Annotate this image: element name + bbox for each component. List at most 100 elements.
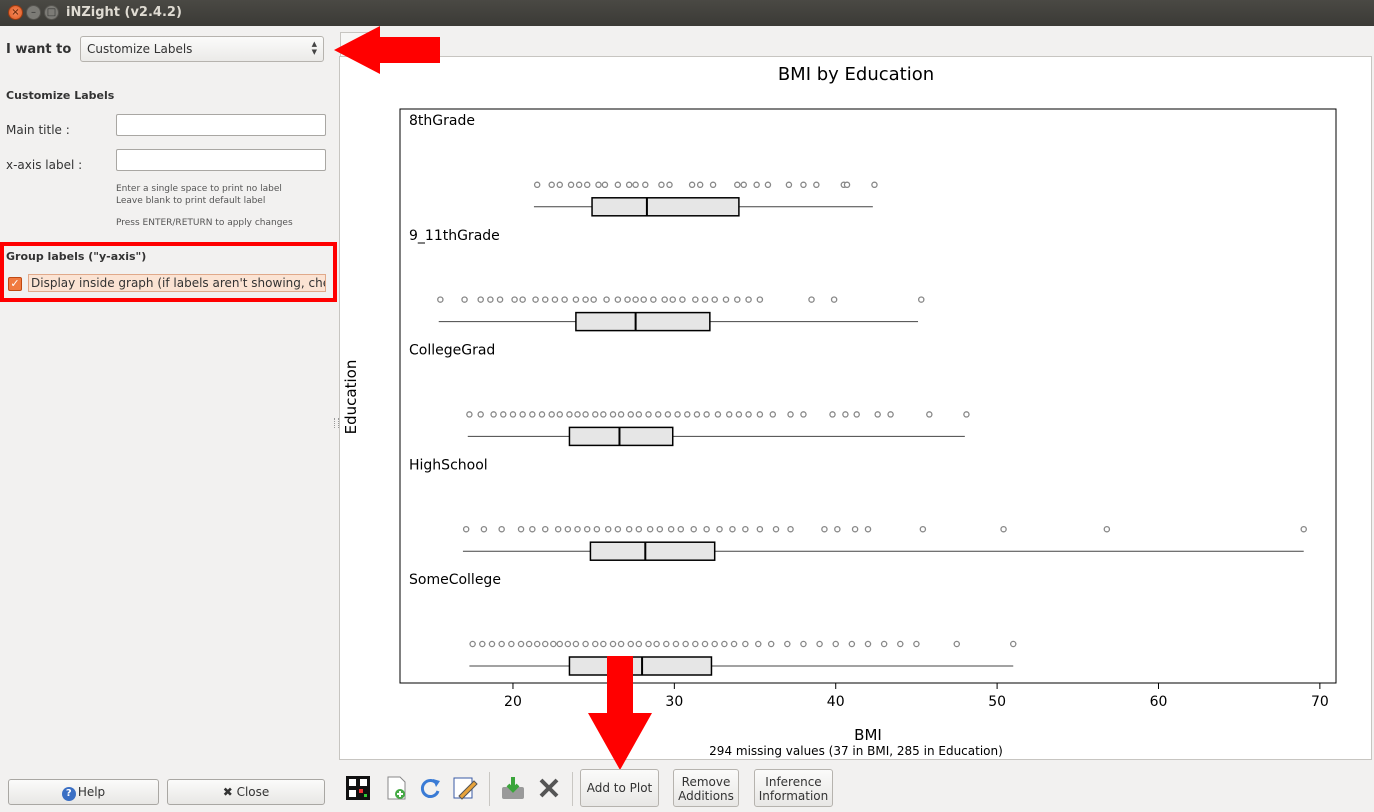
data-point [556,181,564,189]
data-point [1300,525,1307,533]
toolbar-separator [572,772,573,806]
close-icon: ✖ [222,785,233,799]
box [575,311,711,332]
data-point [646,525,654,533]
xaxis-label-input[interactable] [116,149,326,171]
group-label: 8thGrade [409,113,475,129]
data-point [533,640,541,648]
remove-additions-button[interactable]: Remove Additions [673,769,739,807]
inference-information-button[interactable]: Inference Information [754,769,833,807]
add-to-plot-button[interactable]: Add to Plot [580,769,659,807]
x-tick-label: 70 [1311,694,1329,710]
data-point [582,296,589,303]
data-point [897,640,904,648]
data-point [919,525,927,533]
data-point [709,181,717,189]
data-point [654,411,662,418]
group-label: SomeCollege [409,572,501,588]
data-point [829,411,836,418]
data-point [756,411,764,418]
data-point [642,181,649,189]
delete-icon[interactable] [536,775,562,801]
close-button-label: Close [236,785,270,799]
data-point [679,296,686,303]
data-point [566,411,573,418]
data-point [703,525,710,533]
data-point [632,296,639,303]
data-point [556,411,564,418]
data-point [690,525,697,533]
data-point [519,296,526,303]
refresh-icon[interactable] [417,775,443,801]
data-point [851,525,859,533]
group-9_11thGrade: 9_11thGrade [409,228,925,332]
data-point [711,640,718,648]
data-point [480,525,488,533]
data-point [582,640,589,648]
mode-select[interactable]: Customize Labels ▲ ▼ [80,36,324,62]
data-point [842,411,849,418]
main-title-input[interactable] [116,114,326,136]
inference-info-line1: Inference [765,775,822,789]
window-title: iNZight (v2.4.2) [66,5,182,20]
data-point [572,296,580,303]
data-point [561,296,568,303]
save-icon[interactable] [500,775,526,801]
data-point [583,181,591,189]
data-point [469,640,476,648]
data-point [745,296,752,303]
new-plot-icon[interactable] [383,775,409,801]
x-tick-label: 30 [665,694,683,710]
data-point [913,640,920,648]
data-point [595,181,602,189]
box [568,656,713,676]
data-point [538,411,546,418]
data-point [645,411,652,418]
group-label: HighSchool [409,457,488,473]
data-point [1000,525,1007,533]
data-point [721,640,728,648]
data-point [625,181,633,189]
data-point [874,411,881,418]
data-point [880,640,888,648]
data-point [614,525,622,533]
data-point [490,411,497,418]
data-point [661,296,668,303]
data-point [764,181,772,189]
window-minimize-icon[interactable]: – [26,5,41,20]
qr-icon[interactable] [345,775,371,801]
data-point [672,640,680,648]
data-point [508,640,515,648]
data-point [519,411,526,418]
data-point [918,296,925,303]
data-point [614,181,622,189]
data-point [617,411,625,418]
help-button[interactable]: ? Help [8,779,159,805]
window-maximize-icon[interactable]: □ [44,5,59,20]
data-point [772,525,780,533]
data-point [677,525,685,533]
select-arrows-icon: ▲ ▼ [311,40,317,56]
help-button-label: Help [77,785,106,799]
data-point [864,525,872,533]
group-label: 9_11thGrade [409,228,500,244]
display-inside-checkbox[interactable]: ✓ [8,277,22,291]
data-point [656,525,664,533]
window-close-icon[interactable]: × [8,5,23,20]
data-point [477,296,484,303]
data-point [735,411,743,418]
splitter-handle[interactable] [334,418,339,428]
data-point [477,411,484,418]
edit-icon[interactable] [452,775,478,801]
plot-tab[interactable] [340,32,368,56]
close-button[interactable]: ✖ Close [167,779,325,805]
data-point [716,525,723,533]
i-want-label: I want to [6,42,72,57]
data-point [787,411,794,418]
data-point [604,525,612,533]
box-dot-chart: BMI by Education 8thGrade 9_11thGrade Coll… [342,64,1337,758]
main-title-label: Main title : [6,123,70,137]
data-point [592,640,599,648]
data-point [682,640,689,648]
display-inside-label[interactable]: Display inside graph (if labels aren't s… [28,274,326,292]
